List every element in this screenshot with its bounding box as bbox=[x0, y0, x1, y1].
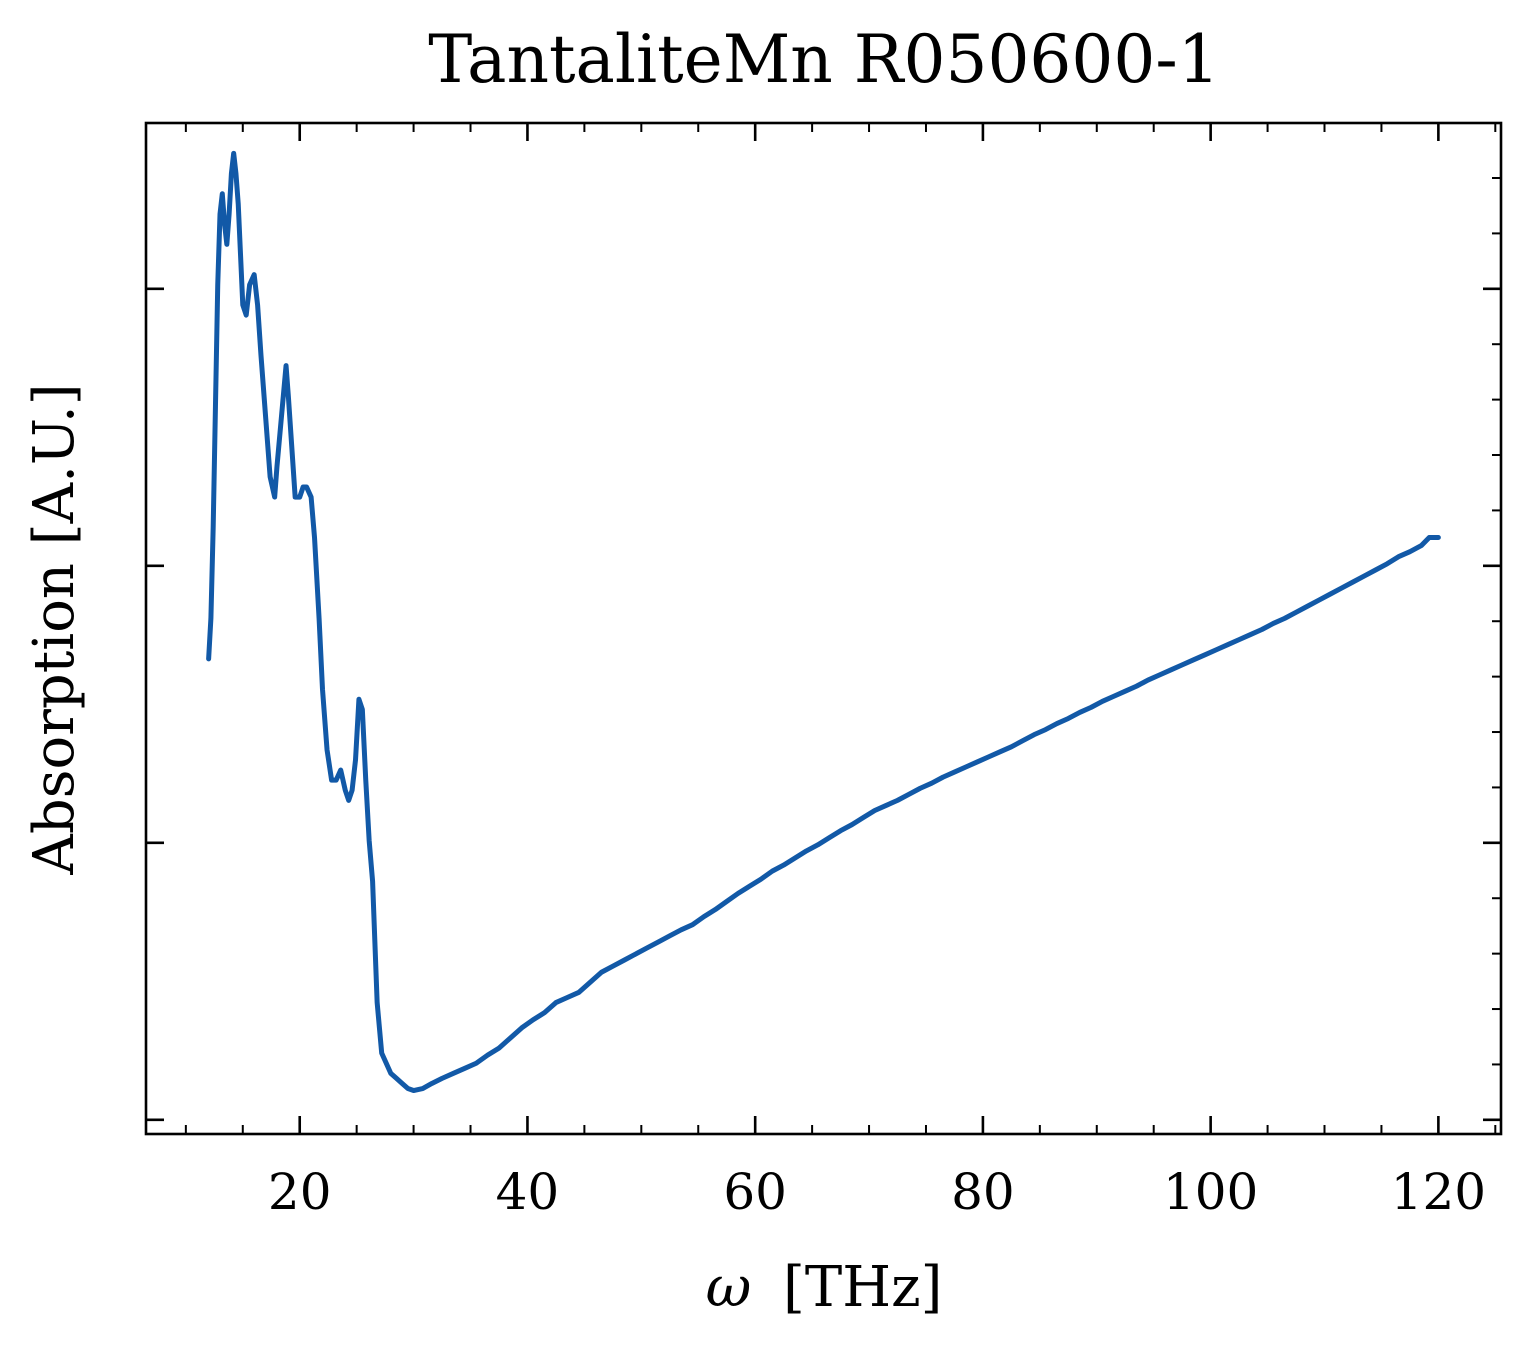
x-tick-labels: 20 40 60 80 100 120 bbox=[268, 1163, 1486, 1221]
y-minor-ticks bbox=[1492, 176, 1501, 1066]
x-axis-symbol: ω bbox=[706, 1255, 752, 1320]
x-axis-label: ω [THz] bbox=[706, 1255, 943, 1320]
series-line bbox=[206, 150, 1441, 1094]
x-tick-label: 80 bbox=[951, 1163, 1015, 1221]
chart-title: TantaliteMn R050600-1 bbox=[428, 21, 1219, 98]
y-axis-label: Absorption [A.U.] bbox=[22, 383, 87, 875]
y-major-ticks bbox=[146, 287, 1501, 1122]
x-minor-ticks bbox=[184, 123, 1497, 1134]
x-tick-label: 40 bbox=[496, 1163, 560, 1221]
x-axis-unit: [THz] bbox=[783, 1255, 942, 1320]
plot-frame bbox=[144, 121, 1503, 1136]
x-tick-label: 100 bbox=[1163, 1163, 1258, 1221]
x-tick-label: 60 bbox=[723, 1163, 787, 1221]
x-major-ticks bbox=[298, 123, 1440, 1134]
plot-area bbox=[144, 121, 1503, 1136]
x-tick-label: 120 bbox=[1391, 1163, 1486, 1221]
x-tick-label: 20 bbox=[268, 1163, 332, 1221]
